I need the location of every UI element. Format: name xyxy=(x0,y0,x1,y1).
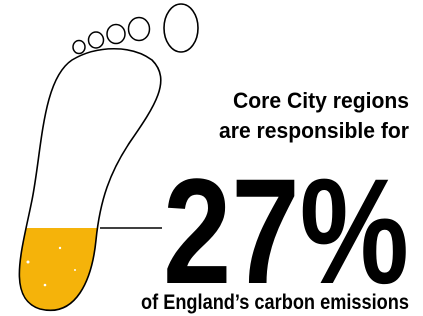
infographic: Core City regions are responsible for 27… xyxy=(0,0,423,316)
headline-line: of England’s carbon emissions xyxy=(141,291,409,314)
headline-line: Core City regions xyxy=(233,88,409,113)
bubble xyxy=(44,284,47,287)
toe xyxy=(73,41,85,54)
page: Core City regions are responsible for 27… xyxy=(0,0,423,316)
bubble xyxy=(74,269,76,271)
toe xyxy=(89,32,104,48)
toe xyxy=(107,25,125,44)
big-toe xyxy=(164,4,198,52)
headline-line: are responsible for xyxy=(219,118,409,143)
bubble xyxy=(27,261,30,264)
toe xyxy=(129,18,150,41)
bubble xyxy=(59,247,61,249)
headline-figure: 27% xyxy=(163,147,409,315)
